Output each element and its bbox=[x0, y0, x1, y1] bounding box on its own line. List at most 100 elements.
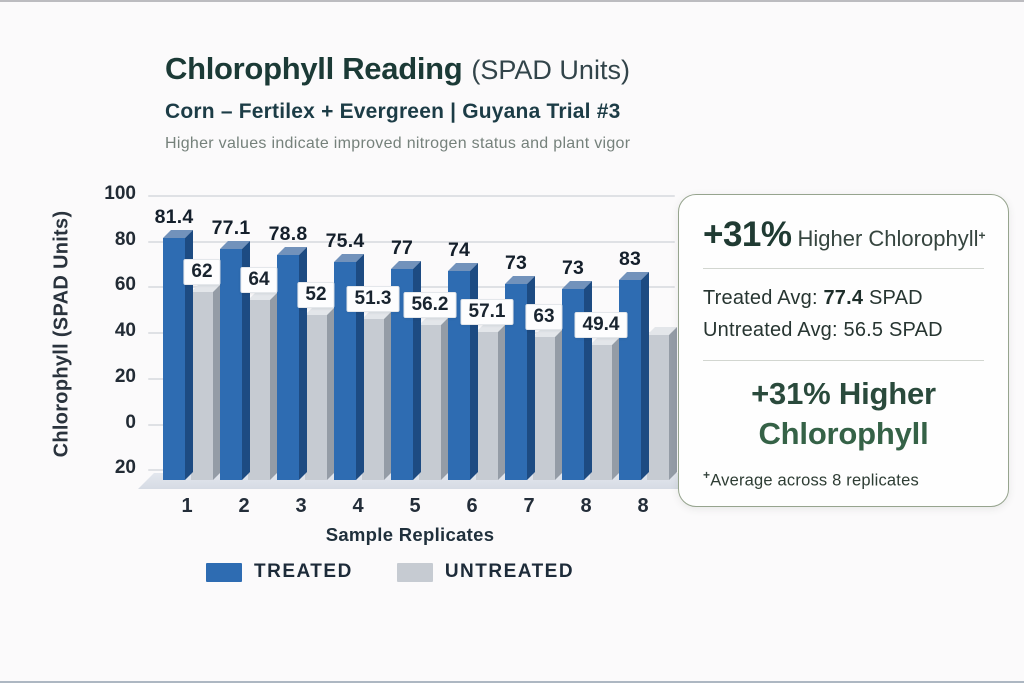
treated-bar bbox=[505, 275, 535, 480]
treated-average-unit: SPAD bbox=[868, 287, 923, 309]
treated-value-label: 77 bbox=[390, 236, 414, 259]
untreated-bar-front bbox=[476, 331, 498, 480]
title-main: Chlorophyll Reading bbox=[165, 51, 463, 86]
y-tick-label: 100 bbox=[104, 183, 136, 204]
y-tick-label: 0 bbox=[125, 411, 136, 433]
legend-item-untreated: UNTREATED bbox=[396, 561, 575, 583]
untreated-value-label: 52 bbox=[297, 281, 335, 308]
panel-big-statement: +31% Higher Chlorophyll bbox=[703, 374, 984, 455]
panel-headline: +31% Higher Chlorophyll+ bbox=[703, 215, 986, 255]
treated-bar-front bbox=[220, 249, 242, 480]
treated-bar bbox=[562, 281, 592, 480]
panel-footnote: +Average across 8 replicates bbox=[703, 468, 984, 491]
treated-bar-side bbox=[641, 272, 649, 480]
gridline bbox=[148, 240, 675, 243]
x-tick-label: 7 bbox=[523, 495, 535, 517]
treated-bar bbox=[391, 260, 421, 480]
legend: TREATED UNTREATED bbox=[206, 561, 574, 583]
treated-value-label: 74 bbox=[447, 239, 471, 262]
untreated-value-label: 49.4 bbox=[574, 312, 628, 339]
treated-average-value: 77.4 bbox=[823, 287, 864, 309]
untreated-bar bbox=[362, 311, 392, 480]
untreated-bar bbox=[533, 329, 563, 480]
y-tick-label: 40 bbox=[114, 320, 136, 342]
legend-label-treated: TREATED bbox=[254, 561, 353, 582]
untreated-swatch-icon bbox=[396, 562, 433, 582]
untreated-bar-front bbox=[191, 291, 213, 480]
untreated-bar bbox=[476, 323, 506, 480]
title-suffix: (SPAD Units) bbox=[471, 55, 630, 85]
untreated-value-label: 62 bbox=[183, 258, 221, 285]
stats-panel: +31% Higher Chlorophyll+ Treated Avg: 77.… bbox=[678, 194, 1009, 507]
untreated-bar bbox=[647, 327, 677, 480]
untreated-value-label: 51.3 bbox=[346, 286, 400, 313]
treated-bar-front bbox=[277, 255, 299, 480]
treated-bar bbox=[277, 247, 307, 480]
untreated-bar bbox=[248, 291, 278, 480]
treated-bar-front bbox=[163, 237, 185, 480]
treated-value-label: 75.4 bbox=[325, 229, 365, 252]
x-tick-label: 2 bbox=[238, 495, 250, 517]
untreated-average-unit: SPAD bbox=[889, 319, 943, 342]
x-tick-label: 1 bbox=[181, 495, 193, 517]
chart-description: Higher values indicate improved nitrogen… bbox=[165, 135, 631, 152]
x-tick-label: 4 bbox=[352, 495, 364, 517]
legend-label-untreated: UNTREATED bbox=[444, 561, 575, 582]
footnote-text: Average across 8 replicates bbox=[710, 471, 919, 490]
treated-bar-front bbox=[391, 268, 413, 480]
treated-value-label: 78.8 bbox=[268, 223, 308, 246]
chart-subtitle: Corn – Fertilex + Evergreen | Guyana Tri… bbox=[165, 100, 621, 123]
untreated-average-label: Untreated Avg: bbox=[703, 319, 838, 342]
treated-bar bbox=[334, 253, 364, 480]
untreated-bar-front bbox=[305, 314, 327, 480]
untreated-bar-front bbox=[533, 337, 555, 480]
untreated-bar bbox=[419, 316, 449, 480]
treated-average-line: Treated Avg: 77.4 SPAD bbox=[703, 282, 984, 314]
treated-bar bbox=[619, 272, 649, 480]
plot-area: 81.4 62 77.1 64 78.8 52 75.4 51.3 77 56.2 74 57.1 73… bbox=[138, 195, 710, 525]
untreated-bar-front bbox=[647, 335, 669, 480]
treated-bar-side bbox=[470, 263, 478, 480]
x-axis-title: Sample Replicates bbox=[325, 524, 495, 545]
headline-text: Higher Chlorophyll bbox=[797, 226, 979, 251]
treated-average-label: Treated Avg: bbox=[703, 287, 818, 309]
treated-bar-front bbox=[334, 261, 356, 480]
untreated-bar-front bbox=[248, 299, 270, 480]
footnote-marker: + bbox=[703, 468, 711, 483]
treated-value-label: 77.1 bbox=[211, 217, 251, 240]
legend-item-treated: TREATED bbox=[206, 561, 353, 583]
untreated-value-label: 64 bbox=[240, 266, 278, 293]
x-tick-label: 6 bbox=[466, 495, 478, 517]
chart-header: Chlorophyll Reading (SPAD Units) Corn – F… bbox=[165, 50, 630, 153]
untreated-average-line: Untreated Avg: 56.5 SPAD bbox=[703, 314, 984, 346]
page-title: Chlorophyll Reading (SPAD Units) bbox=[165, 50, 630, 87]
big-statement-line1: +31% Higher bbox=[751, 375, 936, 411]
untreated-value-label: 57.1 bbox=[460, 298, 514, 325]
headline-footnote-marker: + bbox=[978, 228, 986, 243]
untreated-bar bbox=[191, 283, 221, 480]
untreated-bar bbox=[590, 337, 620, 480]
x-tick-label: 8 bbox=[637, 495, 649, 517]
treated-value-label: 73 bbox=[561, 257, 585, 280]
x-tick-label: 8 bbox=[580, 495, 592, 517]
treated-bar bbox=[220, 241, 250, 480]
x-tick-label: 3 bbox=[295, 495, 307, 517]
treated-swatch-icon bbox=[206, 562, 242, 582]
panel-divider bbox=[703, 359, 984, 361]
y-tick-label: 20 bbox=[114, 457, 136, 479]
untreated-bar-front bbox=[362, 319, 384, 480]
treated-bar-front bbox=[619, 280, 641, 480]
untreated-average-value: 56.5 bbox=[843, 319, 884, 342]
y-tick-label: 20 bbox=[114, 365, 136, 387]
untreated-bar bbox=[305, 306, 335, 480]
treated-bar bbox=[163, 229, 193, 480]
panel-divider bbox=[703, 268, 984, 269]
y-tick-label: 60 bbox=[114, 274, 136, 296]
untreated-bar-front bbox=[419, 324, 441, 480]
y-tick-label: 80 bbox=[114, 228, 136, 250]
untreated-value-label: 56.2 bbox=[403, 291, 457, 318]
treated-value-label: 73 bbox=[504, 251, 528, 274]
treated-value-label: 83 bbox=[618, 248, 642, 271]
